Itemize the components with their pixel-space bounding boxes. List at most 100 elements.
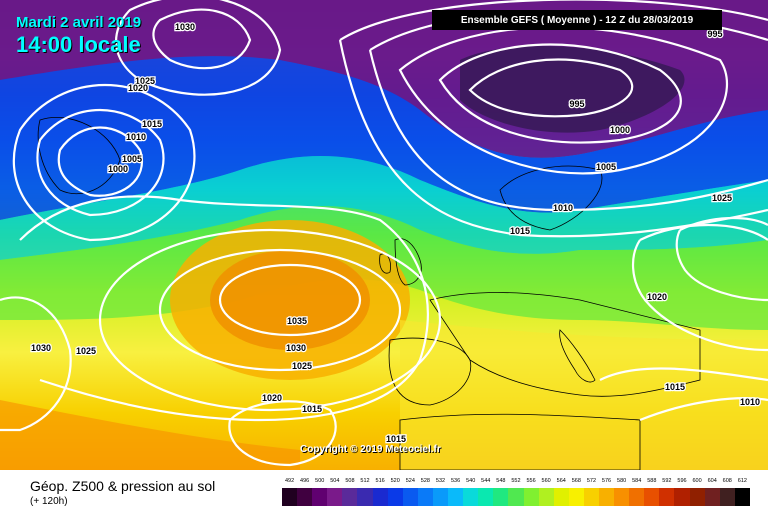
colorbar-cell [372, 488, 388, 506]
colorbar-label: 544 [481, 478, 491, 484]
copyright-text: Copyright © 2019 Meteociel.fr [300, 444, 441, 455]
colorbar-label: 508 [345, 478, 355, 484]
isobar-label: 1020 [647, 292, 667, 302]
colorbar-cell [704, 488, 720, 506]
colorbar-labels: 492 496 500 504 508 512 516 520 524 528 532 536 540 5… [282, 478, 750, 484]
forecast-date: Mardi 2 avril 2019 [16, 14, 142, 31]
colorbar-cell [734, 488, 750, 506]
orange-south [0, 400, 300, 470]
isobar-label: 1015 [386, 434, 406, 444]
colorbar-label: 552 [511, 478, 521, 484]
colorbar-label: 500 [315, 478, 325, 484]
colorbar [282, 488, 750, 506]
isobar-1010-se [639, 397, 768, 422]
colorbar-cell [357, 488, 373, 506]
colorbar-label: 580 [617, 478, 627, 484]
colorbar-label: 512 [360, 478, 370, 484]
colorbar-label: 600 [692, 478, 702, 484]
colorbar-cell [282, 488, 298, 506]
isobar-label: 1005 [122, 154, 142, 164]
isobar-1015-south [228, 400, 337, 467]
colorbar-cell [463, 488, 479, 506]
colorbar-cell [327, 488, 343, 506]
colorbar-label: 584 [632, 478, 642, 484]
colorbar-cell [312, 488, 328, 506]
colorbar-label: 536 [450, 478, 461, 484]
isobar-995 [468, 58, 634, 118]
isobar-label: 1030 [286, 343, 306, 353]
coastlines [37, 117, 701, 470]
colorbar-label: 568 [571, 478, 581, 484]
isobar-label: 1030 [31, 343, 51, 353]
colorbar-cell [342, 488, 358, 506]
isobar-1025-nw [115, 0, 282, 96]
isobar-low-west [57, 126, 143, 197]
colorbar-cell [523, 488, 539, 506]
isobar-label: 1025 [135, 76, 155, 86]
colorbar-label: 504 [330, 478, 340, 484]
colorbar-cell [659, 488, 675, 506]
colorbar-label: 612 [737, 478, 747, 484]
weather-map: 1030102510201015101010051000995995100010… [0, 0, 768, 470]
cyan-band [0, 156, 768, 260]
isobar-label: 1035 [287, 316, 307, 326]
isobar-label: 1015 [302, 404, 322, 414]
isobar-lines [0, 0, 768, 465]
forecast-lead-time: (+ 120h) [30, 496, 68, 507]
isobar-label: 995 [707, 29, 722, 39]
isobar-low-west-3 [12, 83, 196, 242]
north-africa-outline [399, 413, 641, 470]
isobar-1025 [98, 228, 442, 412]
isobar-west-1030 [0, 296, 72, 432]
isobar-label: 1000 [610, 125, 630, 135]
isobar-label: 1025 [76, 346, 96, 356]
isobar-1035 [218, 263, 362, 337]
colorbar-cell [553, 488, 569, 506]
forecast-time: 14:00 locale [16, 32, 141, 57]
colorbar-label: 540 [466, 478, 476, 484]
colorbar-cell [538, 488, 554, 506]
deep-low-zone [460, 46, 685, 133]
colorbar-label: 592 [662, 478, 672, 484]
isobar-label: 1005 [596, 162, 616, 172]
colorbar-cell [478, 488, 494, 506]
isobar-label: 995 [569, 99, 584, 109]
colorbar-label: 564 [556, 478, 566, 484]
isobar-1020-east [631, 223, 768, 352]
isobar-1030-nw [152, 8, 252, 70]
run-info-banner: Ensemble GEFS ( Moyenne ) - 12 Z du 28/0… [432, 10, 722, 30]
colorbar-cell [674, 488, 690, 506]
colorbar-cell [387, 488, 403, 506]
colorbar-label: 560 [541, 478, 551, 484]
colorbar-cell [719, 488, 735, 506]
colorbar-label: 520 [390, 478, 400, 484]
colorbar-label: 524 [405, 478, 415, 484]
colorbar-cell [508, 488, 524, 506]
isobar-1015-se [599, 367, 768, 382]
iberia-outline [388, 337, 472, 406]
colorbar-cell [614, 488, 630, 506]
colorbar-label: 492 [284, 478, 295, 484]
colorbar-label: 576 [601, 478, 612, 484]
isobar-label: 1010 [740, 397, 760, 407]
colorbar-label: 588 [647, 478, 657, 484]
colorbar-label: 496 [300, 478, 310, 484]
greenland-outline [37, 117, 121, 195]
colorbar-label: 516 [375, 478, 385, 484]
isobar-label: 1010 [553, 203, 573, 213]
isobar-label: 1020 [262, 393, 282, 403]
colorbar-cell [689, 488, 705, 506]
colorbar-cell [417, 488, 433, 506]
isobar-1000 [438, 43, 682, 144]
europe-border-outline [429, 292, 701, 397]
isobar-label: 1025 [292, 361, 312, 371]
colorbar-label: 572 [586, 478, 597, 484]
isobar-low-west-2 [36, 109, 165, 217]
isobar-label: 1015 [665, 382, 685, 392]
colorbar-cell [432, 488, 449, 506]
isobar-label: 1010 [126, 132, 146, 142]
colorbar-label: 532 [435, 478, 446, 484]
colorbar-label: 604 [707, 478, 717, 484]
colorbar-label: 608 [722, 478, 732, 484]
colorbar-cell [568, 488, 584, 506]
